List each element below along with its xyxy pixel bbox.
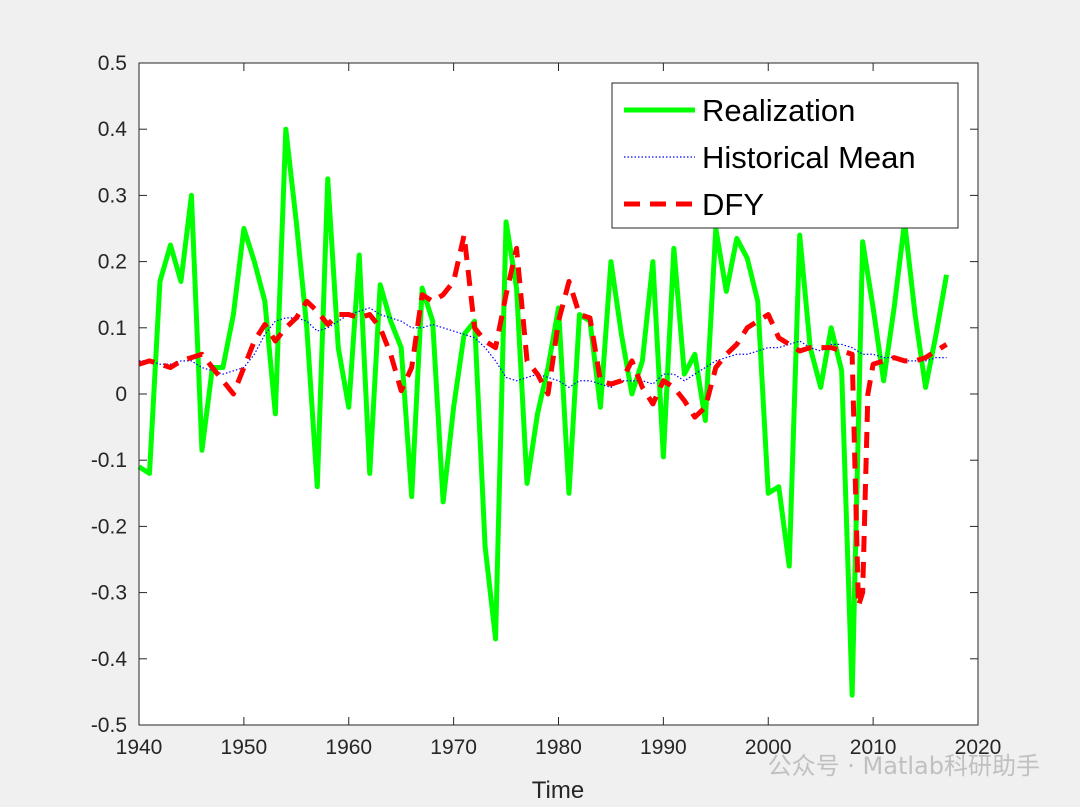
series-line-realization [137, 126, 950, 698]
axes-frame [138, 62, 979, 726]
y-tick-label: -0.2 [91, 515, 127, 538]
x-tick-label: 1960 [325, 736, 372, 759]
watermark: 公众号 · Matlab科研助手 [768, 752, 1040, 780]
x-tick-label: 1940 [116, 736, 163, 759]
legend-label: DFY [702, 187, 764, 222]
x-tick-label: 1970 [430, 736, 477, 759]
x-tick-label: 2020 [955, 736, 1002, 759]
x-tick-label: 2010 [850, 736, 897, 759]
x-axis-label: Time [532, 777, 584, 804]
tick-labels: 1940 1950 1960 1970 1980 1990 2000 2010 2020 -0.5… [91, 52, 1002, 759]
y-tick-label: 0 [115, 383, 127, 406]
legend-label: Realization [702, 93, 855, 128]
legend: Realization Historical Mean DFY [611, 82, 959, 229]
x-tick-label: 1990 [640, 736, 687, 759]
series-layer [137, 126, 950, 698]
y-tick-label: 0.3 [98, 184, 127, 207]
y-tick-label: -0.1 [91, 449, 127, 472]
y-tick-label: -0.3 [91, 582, 127, 605]
y-tick-label: 0.1 [98, 317, 127, 340]
y-tick-label: 0.2 [98, 251, 127, 274]
y-tick-label: 0.5 [98, 52, 127, 75]
y-tick-label: 0.4 [98, 118, 128, 141]
x-tick-label: 2000 [745, 736, 792, 759]
y-tick-label: -0.4 [91, 648, 128, 671]
y-tick-label: -0.5 [91, 714, 127, 737]
x-tick-label: 1980 [535, 736, 582, 759]
series-line-dfy [138, 232, 948, 609]
legend-label: Historical Mean [702, 140, 916, 175]
legend-box [611, 82, 959, 229]
x-tick-label: 1950 [221, 736, 268, 759]
